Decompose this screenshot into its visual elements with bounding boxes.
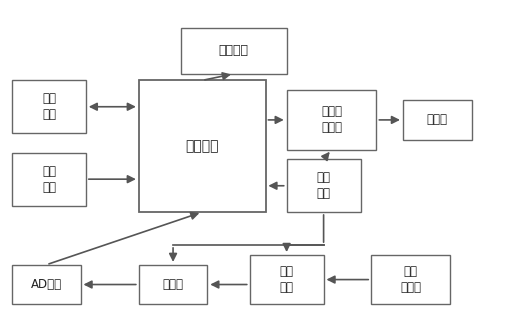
Bar: [12, 80, 86, 133]
Bar: [12, 153, 86, 206]
Bar: [403, 100, 472, 140]
Text: 放大器: 放大器: [162, 278, 184, 291]
Text: AD转换: AD转换: [31, 278, 62, 291]
Bar: [250, 255, 323, 304]
Bar: [139, 80, 266, 212]
Bar: [371, 255, 450, 304]
Text: 阀门控
制电路: 阀门控 制电路: [321, 105, 342, 134]
Bar: [12, 265, 81, 304]
Text: 采样
电路: 采样 电路: [280, 265, 294, 294]
Bar: [139, 265, 208, 304]
Text: 键盘
输入: 键盘 输入: [42, 165, 56, 194]
Text: 重量
传感器: 重量 传感器: [400, 265, 421, 294]
Text: 数据
存储: 数据 存储: [42, 92, 56, 121]
Text: 电磁阀: 电磁阀: [427, 114, 448, 126]
Text: 微处理器: 微处理器: [185, 139, 219, 153]
Text: 电源
管理: 电源 管理: [316, 171, 331, 200]
Bar: [287, 159, 361, 212]
Bar: [181, 28, 287, 74]
Bar: [287, 90, 376, 149]
Text: 液晶显示: 液晶显示: [219, 44, 249, 57]
